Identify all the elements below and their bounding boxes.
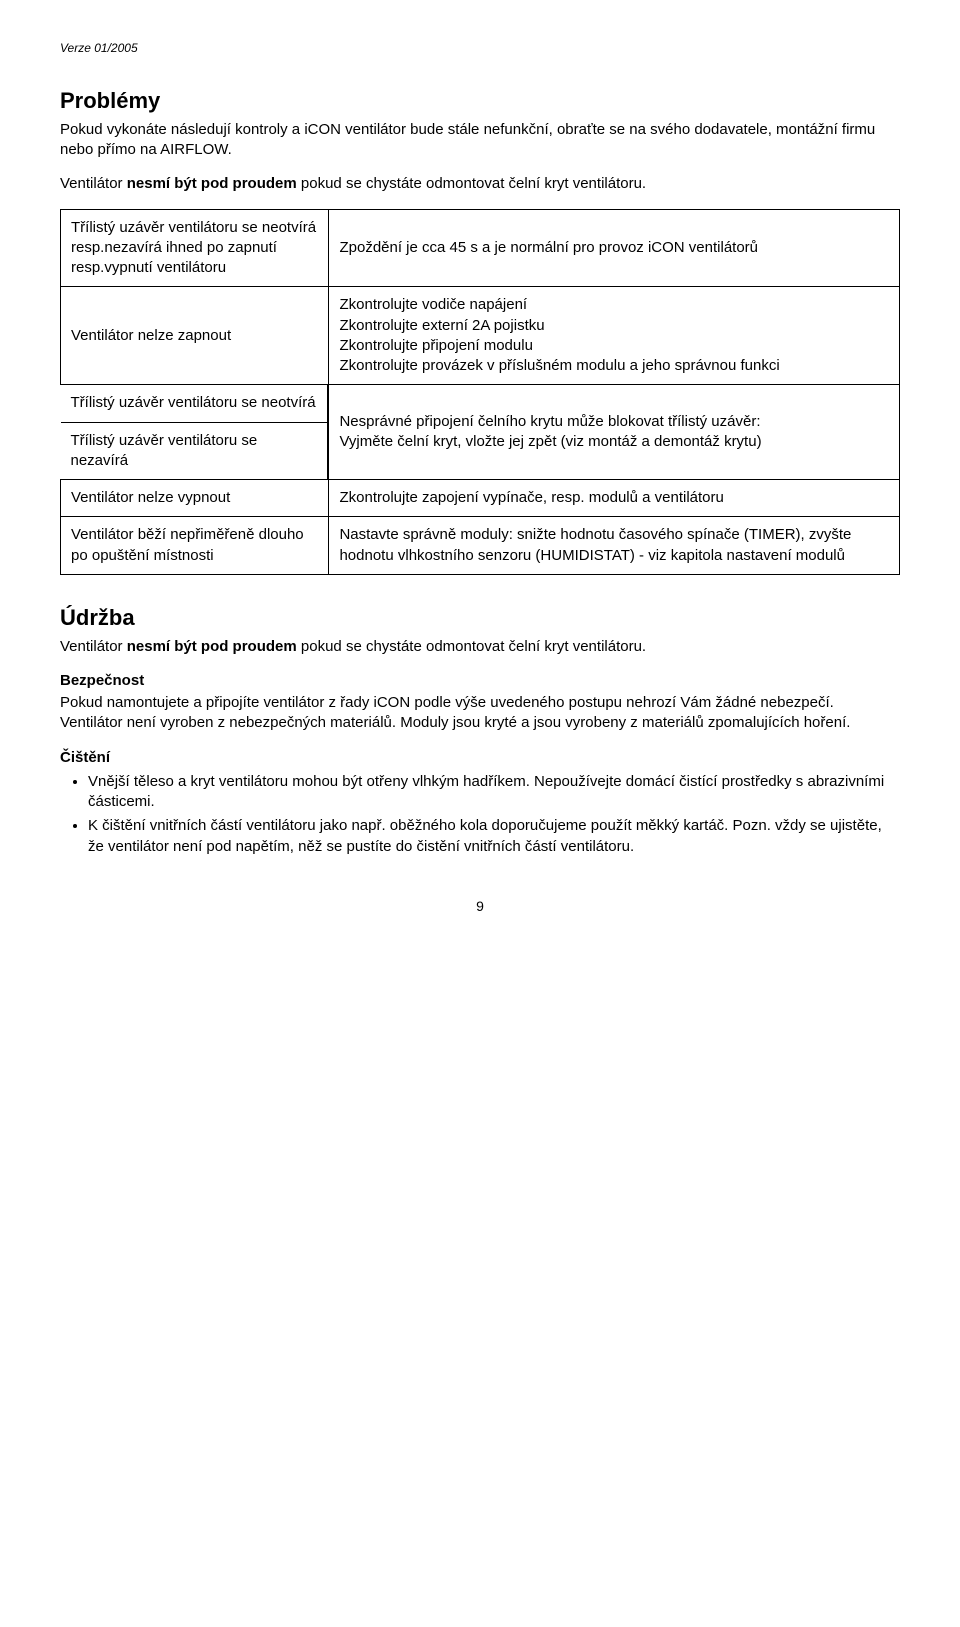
cleaning-subheading: Čištění — [60, 749, 110, 766]
cell-solution: Zkontrolujte vodiče napájení Zkontrolujt… — [329, 287, 900, 385]
cell-solution: Nesprávné připojení čelního krytu může b… — [329, 385, 900, 480]
maint-warn-post: pokud se chystáte odmontovat čelní kryt … — [297, 638, 646, 655]
cell-problem: Třílistý uzávěr ventilátoru se neotvírá — [61, 385, 328, 422]
cell-problem: Třílistý uzávěr ventilátoru se neotvírá … — [61, 209, 329, 287]
maintenance-warning: Ventilátor nesmí být pod proudem pokud s… — [60, 637, 900, 657]
cell-problem: Ventilátor nelze vypnout — [61, 480, 329, 517]
list-item: K čištění vnitřních částí ventilátoru ja… — [88, 816, 900, 857]
table-row: Třílistý uzávěr ventilátoru se neotvírá … — [61, 209, 900, 287]
table-row: Třílistý uzávěr ventilátoru se neotvírá … — [61, 385, 900, 480]
cell-solution: Zkontrolujte zapojení vypínače, resp. mo… — [329, 480, 900, 517]
list-item: Vnější těleso a kryt ventilátoru mohou b… — [88, 772, 900, 813]
problems-intro: Pokud vykonáte následují kontroly a iCON… — [60, 120, 900, 161]
page-number: 9 — [60, 897, 900, 916]
maint-warn-pre: Ventilátor — [60, 638, 127, 655]
cell-solution: Nastavte správně moduly: snižte hodnotu … — [329, 517, 900, 575]
version-label: Verze 01/2005 — [60, 40, 900, 56]
table-row: Ventilátor běží nepřiměřeně dlouho po op… — [61, 517, 900, 575]
cleaning-list: Vnější těleso a kryt ventilátoru mohou b… — [60, 772, 900, 857]
safety-subheading: Bezpečnost — [60, 672, 144, 689]
table-row: Ventilátor nelze zapnout Zkontrolujte vo… — [61, 287, 900, 385]
cell-problem: Ventilátor běží nepřiměřeně dlouho po op… — [61, 517, 329, 575]
problems-warning: Ventilátor nesmí být pod proudem pokud s… — [60, 174, 900, 194]
safety-paragraph: Pokud namontujete a připojíte ventilátor… — [60, 693, 900, 734]
cell-solution: Zpoždění je cca 45 s a je normální pro p… — [329, 209, 900, 287]
warn-bold: nesmí být pod proudem — [127, 175, 297, 192]
warn-pre: Ventilátor — [60, 175, 127, 192]
cell-problem: Ventilátor nelze zapnout — [61, 287, 329, 385]
cell-problem: Třílistý uzávěr ventilátoru se nezavírá — [61, 422, 328, 479]
table-row: Ventilátor nelze vypnout Zkontrolujte za… — [61, 480, 900, 517]
maint-warn-bold: nesmí být pod proudem — [127, 638, 297, 655]
maintenance-heading: Údržba — [60, 603, 900, 633]
problems-heading: Problémy — [60, 86, 900, 116]
troubleshoot-table: Třílistý uzávěr ventilátoru se neotvírá … — [60, 209, 900, 575]
warn-post: pokud se chystáte odmontovat čelní kryt … — [297, 175, 646, 192]
